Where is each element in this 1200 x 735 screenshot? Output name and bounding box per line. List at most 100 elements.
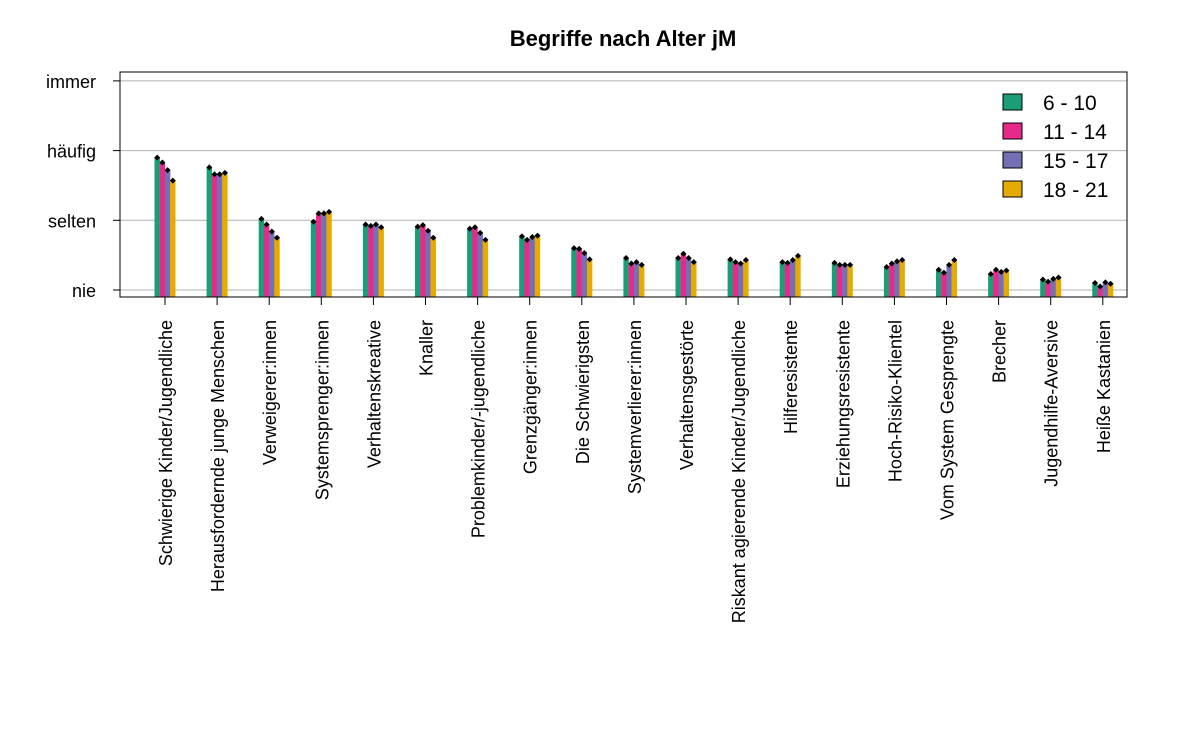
bar-1-17: [1045, 281, 1051, 297]
data-point: [529, 234, 536, 241]
data-point: [586, 256, 593, 263]
y-tick-label: selten: [48, 211, 96, 231]
data-point: [888, 260, 895, 267]
bar-1-12: [784, 262, 791, 297]
bar-2-0: [164, 170, 171, 297]
data-point: [737, 260, 744, 267]
bar-3-8: [586, 259, 593, 297]
bar-3-11: [743, 260, 749, 297]
data-point: [581, 250, 588, 257]
data-point: [211, 171, 218, 178]
bar-3-10: [691, 262, 697, 297]
data-point: [310, 218, 317, 225]
legend-label: 6 - 10: [1043, 92, 1097, 115]
data-point: [367, 222, 374, 229]
bar-2-14: [894, 261, 900, 297]
bar-0-14: [883, 266, 890, 297]
data-point: [268, 228, 275, 235]
bar-0-3: [310, 221, 317, 297]
data-point: [847, 261, 854, 268]
data-point: [628, 260, 635, 267]
data-point: [1050, 275, 1057, 282]
chart-title: Begriffe nach Alter jM: [510, 26, 737, 51]
data-point: [836, 261, 843, 268]
data-point: [414, 223, 421, 230]
data-point: [779, 259, 786, 266]
bar-2-6: [477, 232, 483, 297]
legend-label: 11 - 14: [1043, 121, 1107, 144]
bar-3-12: [795, 255, 801, 297]
data-point: [378, 224, 385, 231]
bar-0-0: [154, 157, 160, 297]
x-tick-label: Die Schwierigsten: [573, 320, 593, 464]
x-tick-label: Verweigerer:innen: [260, 320, 280, 465]
bar-3-1: [222, 172, 228, 297]
data-point: [685, 254, 692, 261]
data-point: [1055, 274, 1062, 281]
bar-0-17: [1040, 279, 1046, 297]
bar-2-4: [373, 224, 379, 297]
data-point: [675, 254, 682, 261]
legend-label: 18 - 21: [1043, 179, 1108, 202]
bar-2-18: [1102, 282, 1109, 297]
data-point: [164, 167, 171, 174]
data-point: [169, 177, 176, 184]
x-tick-label: Hilferesistente: [781, 320, 801, 434]
data-point: [727, 256, 734, 263]
x-tick-label: Heiße Kastanien: [1094, 320, 1114, 453]
data-point: [1003, 267, 1010, 274]
data-point: [623, 254, 630, 261]
bar-1-4: [368, 225, 374, 297]
x-tick-label: Riskant agierende Kinder/Jugendliche: [729, 320, 749, 623]
bar-0-18: [1092, 283, 1098, 297]
bar-3-14: [899, 260, 905, 297]
bar-3-3: [326, 211, 332, 297]
x-tick-label: Brecher: [990, 320, 1010, 383]
y-axis: nie selten häufig immer: [46, 72, 120, 301]
data-point: [993, 266, 999, 273]
bar-3-15: [951, 260, 957, 297]
data-point: [362, 221, 369, 228]
bar-1-14: [889, 263, 895, 297]
legend-swatch: [1002, 180, 1023, 198]
bar-1-0: [159, 162, 166, 297]
data-point: [154, 154, 161, 161]
x-tick-label: Systemverlierer:innen: [625, 320, 645, 494]
bar-2-17: [1050, 278, 1056, 297]
y-tick-label: häufig: [47, 142, 96, 162]
data-point: [477, 229, 484, 236]
bar-3-0: [170, 180, 176, 297]
plot-frame: [119, 71, 1128, 298]
bar-2-13: [842, 264, 848, 297]
data-point: [419, 222, 426, 229]
data-point: [987, 270, 994, 277]
data-point: [221, 169, 228, 176]
bar-3-9: [639, 264, 645, 297]
bar-1-10: [680, 253, 687, 297]
data-point: [789, 257, 796, 264]
data-point: [951, 257, 958, 264]
bar-0-11: [727, 259, 733, 297]
bar-1-1: [211, 174, 218, 297]
data-point: [263, 221, 270, 228]
bar-3-18: [1107, 283, 1114, 297]
bar-0-9: [623, 257, 629, 297]
bar-1-9: [628, 263, 634, 297]
bar-2-9: [633, 262, 640, 297]
data-point: [998, 268, 1005, 275]
x-tick-label: Erziehungsresistente: [833, 320, 853, 488]
bar-2-15: [946, 264, 952, 297]
data-point: [1045, 278, 1052, 285]
data-point: [524, 236, 531, 243]
data-point: [899, 257, 906, 264]
bar-0-6: [467, 228, 473, 297]
bars: [154, 157, 1114, 297]
data-point: [1092, 280, 1098, 287]
data-point: [518, 233, 525, 240]
bar-0-10: [675, 257, 681, 297]
bar-0-13: [831, 262, 838, 297]
data-point: [571, 245, 577, 252]
x-tick-label: Verhaltensgestörte: [677, 320, 697, 470]
bar-2-5: [425, 230, 431, 297]
